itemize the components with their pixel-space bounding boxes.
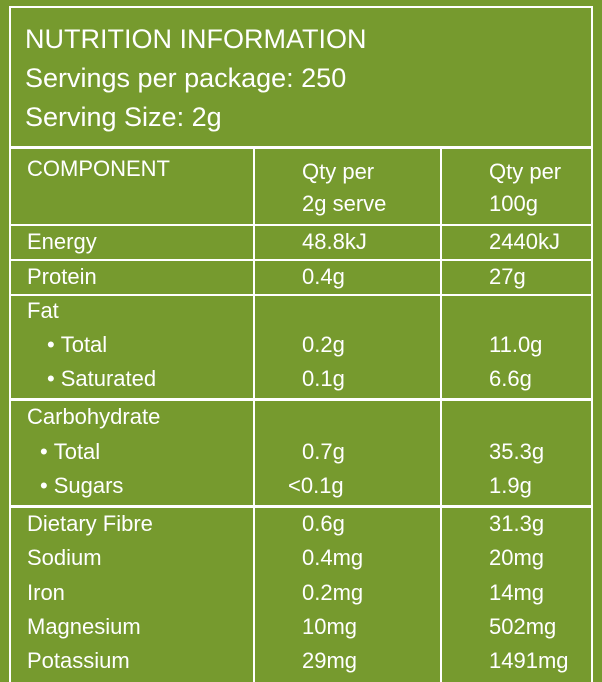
- panel-title: NUTRITION INFORMATION: [25, 24, 367, 54]
- row-fat-saturated-text: Saturated: [60, 366, 157, 391]
- servings-per-package: Servings per package: 250: [25, 63, 347, 93]
- row-potassium-per100: 1491mg: [489, 648, 569, 673]
- row-magnesium-serve: 10mg: [302, 614, 358, 639]
- row-sodium-label: Sodium: [27, 545, 102, 570]
- row-energy-serve: 48.8kJ: [302, 229, 367, 254]
- column-header-component: COMPONENT: [27, 156, 170, 181]
- column-divider-1: [253, 148, 255, 682]
- row-energy-label: Energy: [27, 229, 97, 254]
- frame-left-border: [9, 6, 11, 682]
- row-magnesium-per100: 502mg: [489, 614, 557, 639]
- row-carbohydrate-label: Carbohydrate: [27, 404, 161, 429]
- column-header-per-serve-line2: 2g serve: [302, 191, 387, 216]
- header-divider: [9, 146, 593, 149]
- row-carb-total-label: • Total: [40, 435, 100, 469]
- row-protein-label: Protein: [27, 264, 97, 289]
- bullet-icon: •: [47, 332, 55, 357]
- row-carb-total-serve: 0.7g: [302, 439, 345, 464]
- bullet-icon: •: [40, 473, 48, 498]
- row-sodium-per100: 20mg: [489, 545, 545, 570]
- row-potassium-label: Potassium: [27, 648, 130, 673]
- carbohydrate-divider: [9, 505, 593, 508]
- frame-right-border: [591, 6, 593, 682]
- energy-divider: [9, 259, 593, 261]
- column-divider-2: [440, 148, 442, 682]
- frame-top-border: [9, 6, 593, 8]
- panel-header: NUTRITION INFORMATION Servings per packa…: [25, 20, 585, 137]
- row-carb-sugars-text: Sugars: [53, 473, 124, 498]
- row-potassium-serve: 29mg: [302, 648, 358, 673]
- row-energy-per100: 2440kJ: [489, 229, 560, 254]
- protein-divider: [9, 294, 593, 296]
- row-fat-total-serve: 0.2g: [302, 332, 345, 357]
- column-header-per-serve-line1: Qty per: [302, 159, 375, 184]
- row-fat-saturated-label: • Saturated: [47, 362, 156, 396]
- column-header-divider: [9, 224, 593, 226]
- row-iron-per100: 14mg: [489, 580, 545, 605]
- row-protein-per100: 27g: [489, 264, 526, 289]
- row-fat-total-per100: 11.0g: [489, 332, 543, 357]
- bullet-icon: •: [40, 439, 48, 464]
- row-magnesium-label: Magnesium: [27, 614, 141, 639]
- serving-size: Serving Size: 2g: [25, 102, 222, 132]
- row-fat-total-text: Total: [60, 332, 108, 357]
- row-fat-total-label: • Total: [47, 328, 107, 362]
- row-protein-serve: 0.4g: [302, 264, 345, 289]
- row-iron-serve: 0.2mg: [302, 580, 364, 605]
- row-sodium-serve: 0.4mg: [302, 545, 364, 570]
- row-carb-sugars-per100: 1.9g: [489, 473, 532, 498]
- column-header-per-100-line1: Qty per: [489, 159, 562, 184]
- row-fibre-per100: 31.3g: [489, 511, 545, 536]
- row-carb-sugars-label: • Sugars: [40, 469, 123, 503]
- row-carb-sugars-serve: <0.1g: [288, 473, 344, 498]
- row-fat-saturated-serve: 0.1g: [302, 366, 345, 391]
- row-carb-total-text: Total: [53, 439, 101, 464]
- row-carb-total-per100: 35.3g: [489, 439, 545, 464]
- row-fat-label: Fat: [27, 298, 59, 323]
- row-fat-saturated-per100: 6.6g: [489, 366, 532, 391]
- column-header-per-100-line2: 100g: [489, 191, 538, 216]
- fat-divider: [9, 398, 593, 401]
- bullet-icon: •: [47, 366, 55, 391]
- row-fibre-label: Dietary Fibre: [27, 511, 153, 536]
- row-fibre-serve: 0.6g: [302, 511, 345, 536]
- row-iron-label: Iron: [27, 580, 65, 605]
